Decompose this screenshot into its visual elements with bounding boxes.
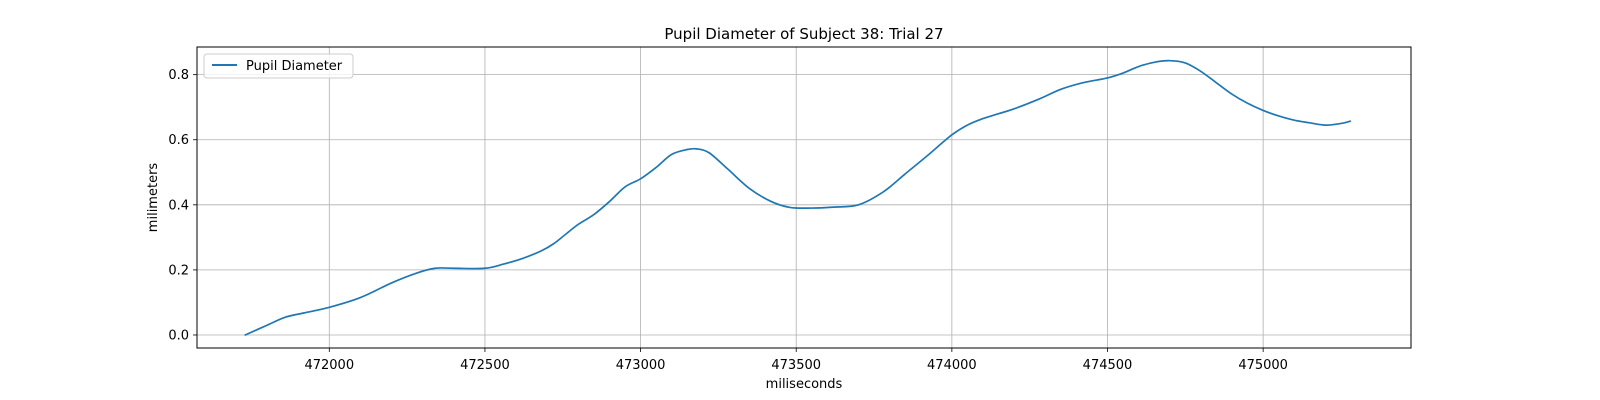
ticks: 472000 472500 473000 473500 474000 474500 4750… [168, 68, 1288, 373]
series-line-pupil-diameter [244, 59, 1352, 336]
y-tick-label: 0.8 [168, 68, 189, 83]
plot-area-frame [196, 46, 1412, 349]
legend-box [203, 53, 354, 79]
x-tick-label: 473500 [771, 358, 821, 373]
chart-title: Pupil Diameter of Subject 38: Trial 27 [664, 25, 943, 43]
series-layer [244, 59, 1352, 336]
y-tick-label: 0.0 [168, 328, 189, 343]
y-tick-label: 0.2 [168, 263, 189, 278]
grid [197, 47, 1411, 348]
x-tick-label: 473000 [616, 358, 666, 373]
x-tick-label: 472000 [304, 358, 354, 373]
x-tick-label: 472500 [460, 358, 510, 373]
y-axis-title: milimeters [146, 163, 161, 233]
x-tick-label: 474000 [927, 358, 977, 373]
legend: Pupil Diameter [203, 53, 354, 79]
x-axis-title: miliseconds [766, 377, 843, 392]
x-tick-label: 474500 [1083, 358, 1133, 373]
x-tick-label: 475000 [1238, 358, 1288, 373]
y-tick-label: 0.6 [168, 133, 189, 148]
legend-label-pupil-diameter: Pupil Diameter [246, 59, 343, 74]
y-tick-label: 0.4 [168, 198, 189, 213]
